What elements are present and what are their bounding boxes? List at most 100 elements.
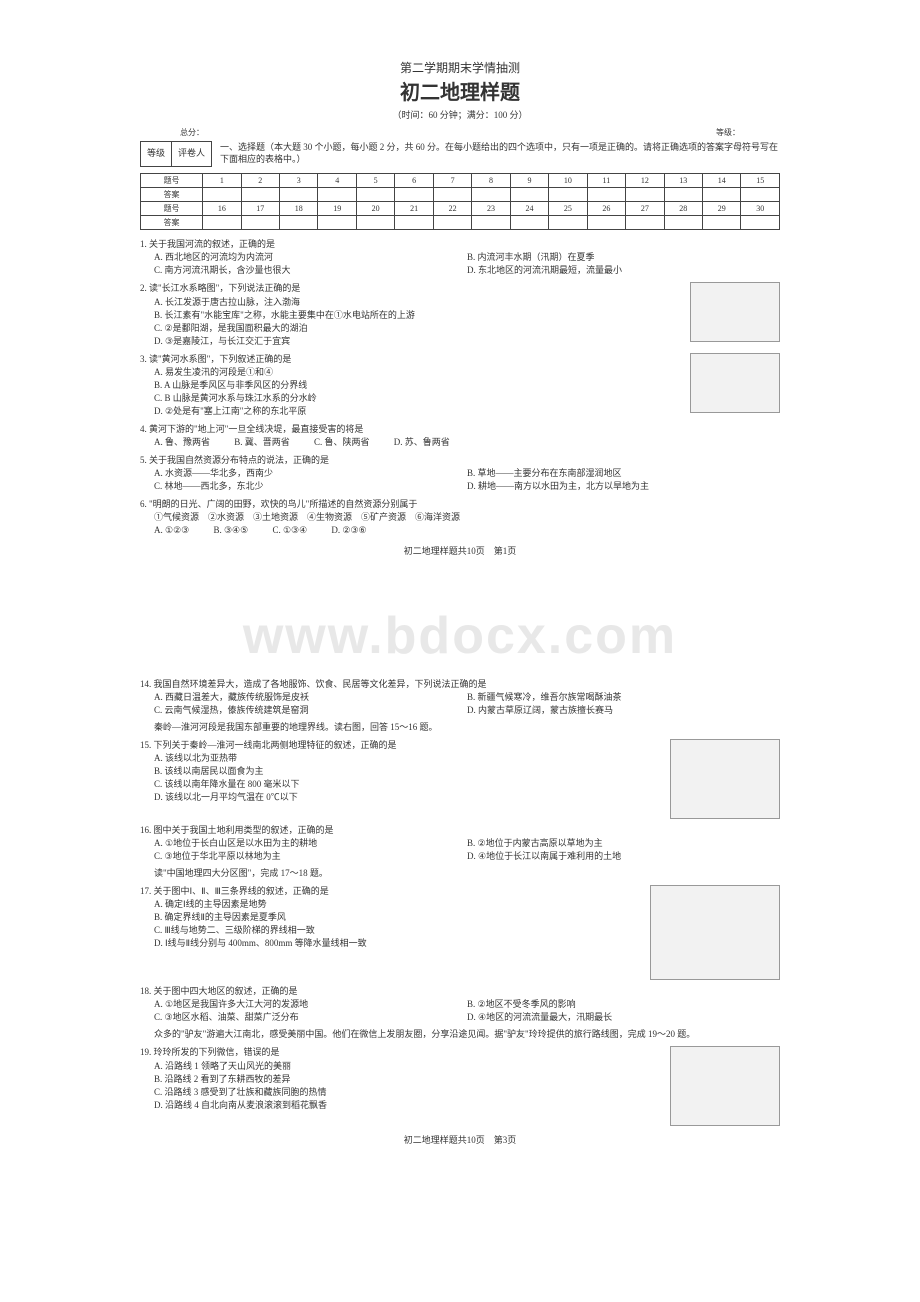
- q4-stem: 4. 黄河下游的"地上河"一旦全线决堤，最直接受害的将是: [140, 423, 780, 436]
- table-row: 题号 1 2 3 4 5 6 7 8 9 10 11 12 13 14 15: [141, 173, 780, 187]
- q17-opt-a: A. 确定Ⅰ线的主导因素是地势: [154, 898, 644, 911]
- q3-opt-d: D. ②处是有"塞上江南"之称的东北平原: [154, 405, 684, 418]
- question-17: 17. 关于图中Ⅰ、Ⅱ、Ⅲ三条界线的叙述，正确的是 A. 确定Ⅰ线的主导因素是地…: [140, 885, 780, 980]
- section1-header: 等级 评卷人 一、选择题（本大题 30 个小题，每小题 2 分，共 60 分。在…: [140, 141, 780, 167]
- q1-opt-b: B. 内流河丰水期（汛期）在夏季: [467, 251, 780, 264]
- q6-opt-b: B. ③④⑤: [213, 524, 248, 537]
- q4-opt-d: D. 苏、鲁两省: [394, 436, 450, 449]
- qinling-huaihe-image: [670, 739, 780, 819]
- q3-opt-b: B. A 山脉是季风区与非季风区的分界线: [154, 379, 684, 392]
- q15-opt-c: C. 该线以南年降水量在 800 毫米以下: [154, 778, 664, 791]
- q18-stem: 18. 关于图中四大地区的叙述，正确的是: [140, 985, 780, 998]
- q19-opt-b: B. 沿路线 2 看到了东耕西牧的差异: [154, 1073, 664, 1086]
- q6-opt-d: D. ②③⑥: [331, 524, 366, 537]
- q19-opt-a: A. 沿路线 1 领略了天山风光的美丽: [154, 1060, 664, 1073]
- q3-opt-a: A. 易发生凌汛的河段是①和④: [154, 366, 684, 379]
- q18-opt-c: C. ③地区水稻、油菜、甜菜广泛分布: [154, 1011, 467, 1024]
- q5-opt-b: B. 草地——主要分布在东南部湿润地区: [467, 467, 780, 480]
- grader-left: 等级: [141, 142, 172, 166]
- q5-opt-d: D. 耕地——南方以水田为主，北方以旱地为主: [467, 480, 780, 493]
- table-row: 题号 16 17 18 19 20 21 22 23 24 25 26 27 2…: [141, 201, 780, 215]
- question-5: 5. 关于我国自然资源分布特点的说法，正确的是 A. 水资源——华北多，西南少 …: [140, 454, 780, 493]
- q19-opt-d: D. 沿路线 4 自北向南从麦浪滚滚到稻花飘香: [154, 1099, 664, 1112]
- changjiang-map-image: [690, 282, 780, 342]
- q15-opt-b: B. 该线以南居民以面食为主: [154, 765, 664, 778]
- table-header-num: 题号: [141, 201, 203, 215]
- q1-stem: 1. 关于我国河流的叙述，正确的是: [140, 238, 780, 251]
- table-row: 答案: [141, 187, 780, 201]
- q17-opt-d: D. Ⅰ线与Ⅱ线分别与 400mm、800mm 等降水量线相一致: [154, 937, 644, 950]
- page2-footer: 初二地理样题共10页 第3页: [140, 1134, 780, 1147]
- china-regions-image: [650, 885, 780, 980]
- question-19: 19. 玲玲所发的下列微信，错误的是 A. 沿路线 1 领略了天山风光的美丽 B…: [140, 1046, 780, 1126]
- q6-opt-c: C. ①③④: [272, 524, 307, 537]
- question-3: 3. 读"黄河水系图"，下列叙述正确的是 A. 易发生凌汛的河段是①和④ B. …: [140, 353, 780, 418]
- q6-opt-a: A. ①②③: [154, 524, 189, 537]
- grade-label: 等级：: [716, 127, 740, 138]
- q4-opt-c: C. 鲁、陕两省: [314, 436, 370, 449]
- question-1: 1. 关于我国河流的叙述，正确的是 A. 西北地区的河流均为内流河 B. 内流河…: [140, 238, 780, 277]
- q1-opt-c: C. 南方河流汛期长，含沙量也很大: [154, 264, 467, 277]
- q16-opt-c: C. ③地位于华北平原以林地为主: [154, 850, 467, 863]
- huanghe-map-image: [690, 353, 780, 413]
- table-header-ans: 答案: [141, 216, 203, 230]
- travel-routes-image: [670, 1046, 780, 1126]
- table-header-ans: 答案: [141, 187, 203, 201]
- q5-stem: 5. 关于我国自然资源分布特点的说法，正确的是: [140, 454, 780, 467]
- q16-stem: 16. 图中关于我国土地利用类型的叙述，正确的是: [140, 824, 780, 837]
- q14-opt-a: A. 西藏日温差大，藏族传统服饰是皮袄: [154, 691, 467, 704]
- table-header-num: 题号: [141, 173, 203, 187]
- q18-opt-a: A. ①地区是我国许多大江大河的发源地: [154, 998, 467, 1011]
- q2-opt-b: B. 长江素有"水能宝库"之称，水能主要集中在①水电站所在的上游: [154, 309, 684, 322]
- q15-opt-d: D. 该线以北一月平均气温在 0℃以下: [154, 791, 664, 804]
- q18-opt-d: D. ④地区的河流流量最大，汛期最长: [467, 1011, 780, 1024]
- q15-16-intro: 秦岭—淮河河段是我国东部重要的地理界线。读右图，回答 15～16 题。: [154, 721, 780, 734]
- q5-opt-c: C. 林地——西北多，东北少: [154, 480, 467, 493]
- page-2: 14. 我国自然环境差异大，造成了各地服饰、饮食、民居等文化差异，下列说法正确的…: [140, 678, 780, 1147]
- document-content: 第二学期期末学情抽测 初二地理样题 （时间：60 分钟；满分：100 分） 总分…: [140, 60, 780, 1147]
- q6-stem: 6. "明朗的日光、广阔的田野，欢快的鸟儿"所描述的自然资源分别属于: [140, 498, 780, 511]
- q2-opt-a: A. 长江发源于唐古拉山脉，注入渤海: [154, 296, 684, 309]
- q14-stem: 14. 我国自然环境差异大，造成了各地服饰、饮食、民居等文化差异，下列说法正确的…: [140, 678, 780, 691]
- page-1: 第二学期期末学情抽测 初二地理样题 （时间：60 分钟；满分：100 分） 总分…: [140, 60, 780, 558]
- question-4: 4. 黄河下游的"地上河"一旦全线决堤，最直接受害的将是 A. 鲁、豫两省 B.…: [140, 423, 780, 449]
- q16-opt-d: D. ④地位于长江以南属于难利用的土地: [467, 850, 780, 863]
- q1-opt-d: D. 东北地区的河流汛期最短，流量最小: [467, 264, 780, 277]
- q6-items: ①气候资源 ②水资源 ③土地资源 ④生物资源 ⑤矿产资源 ⑥海洋资源: [154, 511, 780, 524]
- q14-opt-b: B. 新疆气候寒冷，维吾尔族常喝酥油茶: [467, 691, 780, 704]
- q18-opt-b: B. ②地区不受冬季风的影响: [467, 998, 780, 1011]
- exam-subtitle: 第二学期期末学情抽测: [140, 60, 780, 77]
- q17-opt-b: B. 确定界线Ⅱ的主导因素是夏季风: [154, 911, 644, 924]
- q19-opt-c: C. 沿路线 3 感受到了壮族和藏族同胞的热情: [154, 1086, 664, 1099]
- q2-opt-d: D. ③是嘉陵江，与长江交汇于宜宾: [154, 335, 684, 348]
- q17-18-intro: 读"中国地理四大分区图"，完成 17～18 题。: [154, 867, 780, 880]
- q2-stem: 2. 读"长江水系略图"，下列说法正确的是: [140, 282, 684, 295]
- question-2: 2. 读"长江水系略图"，下列说法正确的是 A. 长江发源于唐古拉山脉，注入渤海…: [140, 282, 780, 347]
- exam-title: 初二地理样题: [140, 79, 780, 107]
- q15-opt-a: A. 该线以北为亚热带: [154, 752, 664, 765]
- q14-opt-c: C. 云南气候湿热，傣族传统建筑是窑洞: [154, 704, 467, 717]
- q17-opt-c: C. Ⅲ线与地势二、三级阶梯的界线相一致: [154, 924, 644, 937]
- q2-opt-c: C. ②是鄱阳湖，是我国面积最大的湖泊: [154, 322, 684, 335]
- question-6: 6. "明朗的日光、广阔的田野，欢快的鸟儿"所描述的自然资源分别属于 ①气候资源…: [140, 498, 780, 537]
- question-18: 18. 关于图中四大地区的叙述，正确的是 A. ①地区是我国许多大江大河的发源地…: [140, 985, 780, 1041]
- q4-opt-a: A. 鲁、豫两省: [154, 436, 210, 449]
- grader-right: 评卷人: [172, 142, 211, 166]
- score-line: 总分： 等级：: [140, 127, 780, 140]
- question-15: 15. 下列关于秦岭—淮河一线南北两侧地理特征的叙述，正确的是 A. 该线以北为…: [140, 739, 780, 819]
- table-row: 答案: [141, 216, 780, 230]
- page1-footer: 初二地理样题共10页 第1页: [140, 545, 780, 558]
- section1-instructions: 一、选择题（本大题 30 个小题，每小题 2 分，共 60 分。在每小题给出的四…: [220, 141, 780, 165]
- q16-opt-a: A. ①地位于长白山区是以水田为主的耕地: [154, 837, 467, 850]
- grader-box: 等级 评卷人: [140, 141, 212, 167]
- q19-20-intro: 众多的"驴友"游遍大江南北，感受美丽中国。他们在微信上发朋友圈，分享沿途见闻。据…: [154, 1028, 780, 1041]
- q3-opt-c: C. B 山脉是黄河水系与珠江水系的分水岭: [154, 392, 684, 405]
- question-14: 14. 我国自然环境差异大，造成了各地服饰、饮食、民居等文化差异，下列说法正确的…: [140, 678, 780, 734]
- exam-meta: （时间：60 分钟；满分：100 分）: [140, 109, 780, 122]
- q16-opt-b: B. ②地位于内蒙古高原以草地为主: [467, 837, 780, 850]
- q17-stem: 17. 关于图中Ⅰ、Ⅱ、Ⅲ三条界线的叙述，正确的是: [140, 885, 644, 898]
- answer-table: 题号 1 2 3 4 5 6 7 8 9 10 11 12 13 14 15 答…: [140, 173, 780, 231]
- q14-opt-d: D. 内蒙古草原辽阔，蒙古族擅长赛马: [467, 704, 780, 717]
- q3-stem: 3. 读"黄河水系图"，下列叙述正确的是: [140, 353, 684, 366]
- q15-stem: 15. 下列关于秦岭—淮河一线南北两侧地理特征的叙述，正确的是: [140, 739, 664, 752]
